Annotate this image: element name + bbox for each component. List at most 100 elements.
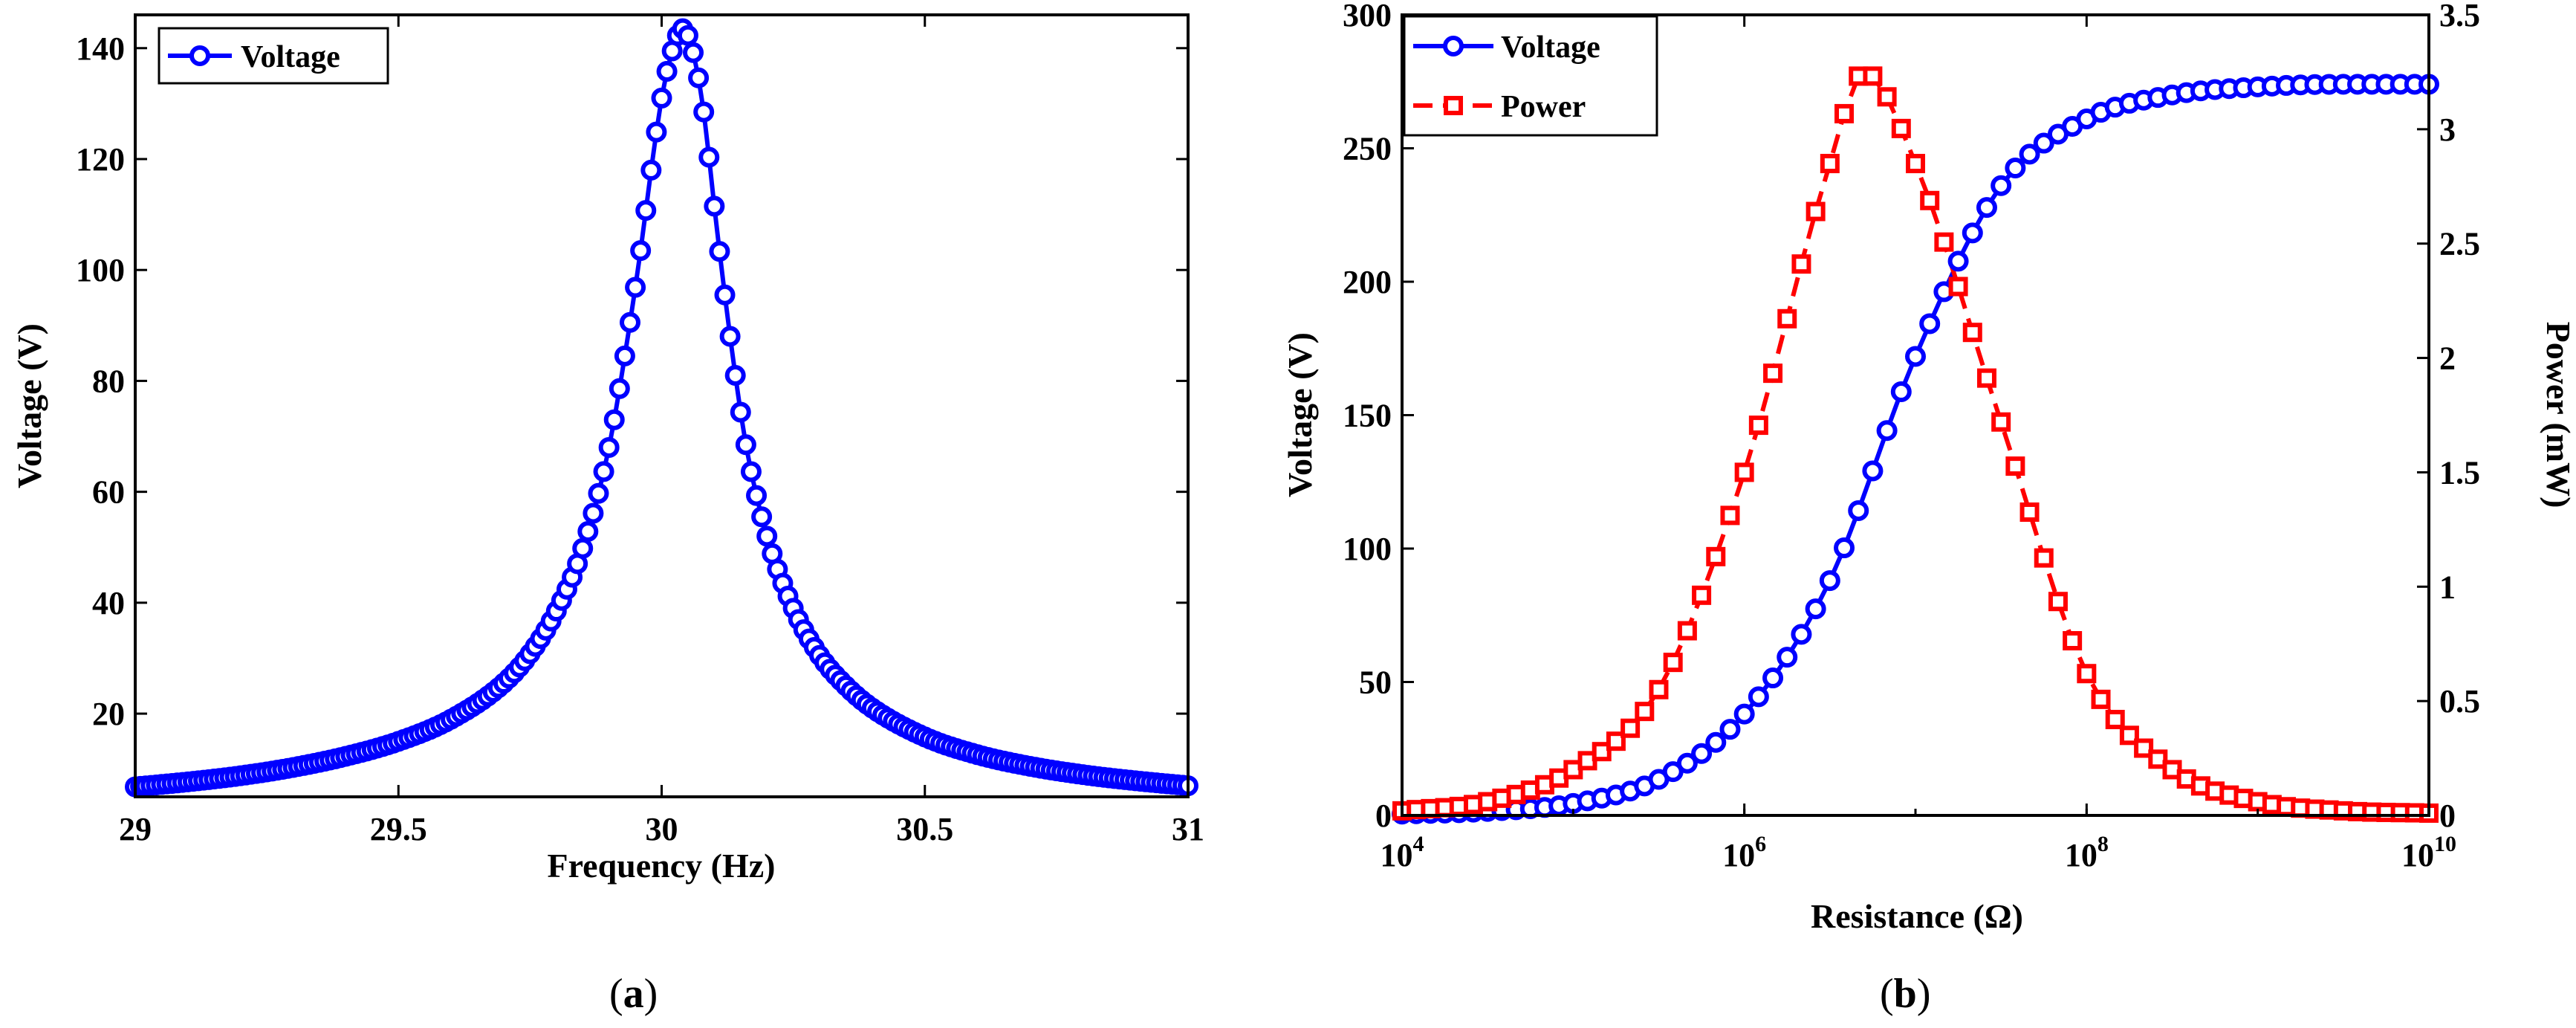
voltage-point-b — [1976, 197, 1997, 219]
power-point — [1734, 462, 1754, 482]
power-point — [1748, 416, 1768, 436]
power-point — [2077, 664, 2097, 684]
power-point — [2134, 738, 2154, 758]
chart-panel-b: 104 106 108 1010 0 50 100 150 200 250 300 0 0.5 1 1.… — [1281, 0, 2576, 935]
y-axis-left-b: 0 50 100 150 200 250 300 — [1343, 0, 1414, 834]
y-tick-label-right-b: 2.5 — [2439, 226, 2480, 262]
voltage-series-markers — [125, 18, 1198, 798]
y-tick-label-right-b: 3 — [2439, 111, 2456, 148]
voltage-point — [724, 364, 746, 386]
y-tick-label-left-b: 100 — [1343, 531, 1392, 567]
power-point — [1606, 731, 1626, 751]
x-axis-a: 29 29.5 30 30.5 31 — [119, 15, 1204, 847]
voltage-point-b — [1876, 420, 1898, 442]
power-point — [1976, 368, 1996, 388]
y-tick-label-a: 60 — [92, 474, 125, 511]
voltage-point — [730, 401, 751, 423]
power-point — [1991, 412, 2011, 432]
caption-b: (b) — [1880, 971, 1930, 1017]
voltage-point — [640, 159, 662, 181]
power-point — [1863, 66, 1883, 86]
voltage-point — [751, 506, 773, 528]
voltage-point-b — [1733, 703, 1755, 725]
power-point — [2119, 725, 2139, 746]
power-point — [2148, 749, 2168, 769]
voltage-point — [709, 241, 730, 262]
y-tick-label-a: 120 — [76, 141, 125, 178]
voltage-point — [588, 482, 609, 504]
y-tick-label-a: 140 — [76, 30, 125, 67]
power-point — [1663, 653, 1683, 673]
series-lines-b — [1401, 74, 2430, 817]
x-tick-label-a: 29.5 — [370, 811, 427, 847]
legend-box-b — [1403, 15, 1658, 137]
y-tick-label-left-b: 0 — [1375, 798, 1392, 834]
x-tick-label-b: 1010 — [2401, 832, 2456, 873]
x-tick-label-b: 104 — [1381, 832, 1424, 873]
voltage-line — [134, 25, 1189, 789]
caption-a-letter: a — [623, 971, 644, 1017]
power-point — [1677, 621, 1697, 641]
voltage-point — [746, 485, 768, 506]
voltage-point-b — [1662, 761, 1684, 783]
voltage-point — [704, 195, 725, 217]
y-tick-label-left-b: 150 — [1343, 398, 1392, 434]
power-point — [1906, 154, 1925, 174]
power-point — [1948, 277, 1968, 297]
voltage-point-b — [1947, 250, 1969, 272]
y-tick-label-left-b: 300 — [1343, 0, 1392, 33]
y-tick-label-right-b: 3.5 — [2439, 0, 2480, 33]
power-point — [1635, 702, 1655, 722]
x-tick-label-b: 108 — [2065, 832, 2109, 873]
voltage-point-b — [1691, 743, 1713, 764]
power-point — [1763, 363, 1783, 384]
y-axis-title-a: Voltage (V) — [10, 323, 48, 488]
voltage-point-b — [1962, 222, 1983, 244]
power-point — [1777, 308, 1797, 329]
y-axis-title-right-b: Power (mW) — [2540, 322, 2576, 508]
voltage-point-b — [1819, 570, 1840, 592]
legend-a: Voltage — [158, 27, 389, 85]
legend-marker-voltage-a — [189, 45, 210, 66]
series-markers-b — [1392, 66, 2439, 825]
y-tick-label-right-b: 2 — [2439, 340, 2456, 377]
power-point — [2034, 548, 2054, 568]
voltage-point — [577, 520, 599, 542]
power-point — [1791, 254, 1811, 274]
voltage-point — [735, 434, 756, 456]
y-axis-title-left-b: Voltage (V) — [1281, 332, 1319, 497]
caption-b-letter: b — [1894, 971, 1917, 1017]
power-point — [1820, 154, 1840, 174]
voltage-point — [598, 436, 620, 458]
voltage-point-b — [1719, 719, 1741, 740]
voltage-point-b — [1991, 175, 2012, 196]
voltage-point — [656, 61, 678, 83]
voltage-point — [619, 311, 640, 333]
legend-label-voltage-b: Voltage — [1501, 30, 1600, 65]
power-point — [2105, 709, 2125, 729]
legend-marker-power-b — [1444, 96, 1463, 115]
voltage-point — [688, 67, 710, 88]
legend-b: Voltage Power — [1403, 15, 1658, 137]
voltage-point — [677, 25, 698, 46]
voltage-point — [609, 378, 630, 399]
voltage-point-b — [1676, 752, 1698, 774]
voltage-point — [714, 284, 736, 306]
y-tick-label-right-b: 1.5 — [2439, 454, 2480, 491]
y-tick-label-left-b: 200 — [1343, 264, 1392, 300]
y-axis-right-b: 0 0.5 1 1.5 2 2.5 3 3.5 — [2417, 0, 2480, 834]
chart-panel-a: 29 29.5 30 30.5 31 20 40 60 80 100 120 140 Frequen… — [10, 13, 1204, 885]
y-tick-label-a: 40 — [92, 585, 125, 621]
x-axis-title-a: Frequency (Hz) — [547, 847, 775, 885]
voltage-point — [740, 461, 762, 482]
voltage-point-b — [1705, 731, 1727, 753]
voltage-point-b — [1762, 667, 1784, 689]
voltage-point — [646, 121, 667, 143]
voltage-point — [603, 409, 625, 430]
power-point — [1720, 505, 1740, 526]
x-tick-label-b: 106 — [1722, 832, 1766, 873]
power-point — [2048, 592, 2068, 612]
voltage-point-b — [1890, 381, 1912, 403]
voltage-point-b — [2033, 132, 2054, 154]
x-tick-label-a: 30 — [646, 811, 678, 847]
